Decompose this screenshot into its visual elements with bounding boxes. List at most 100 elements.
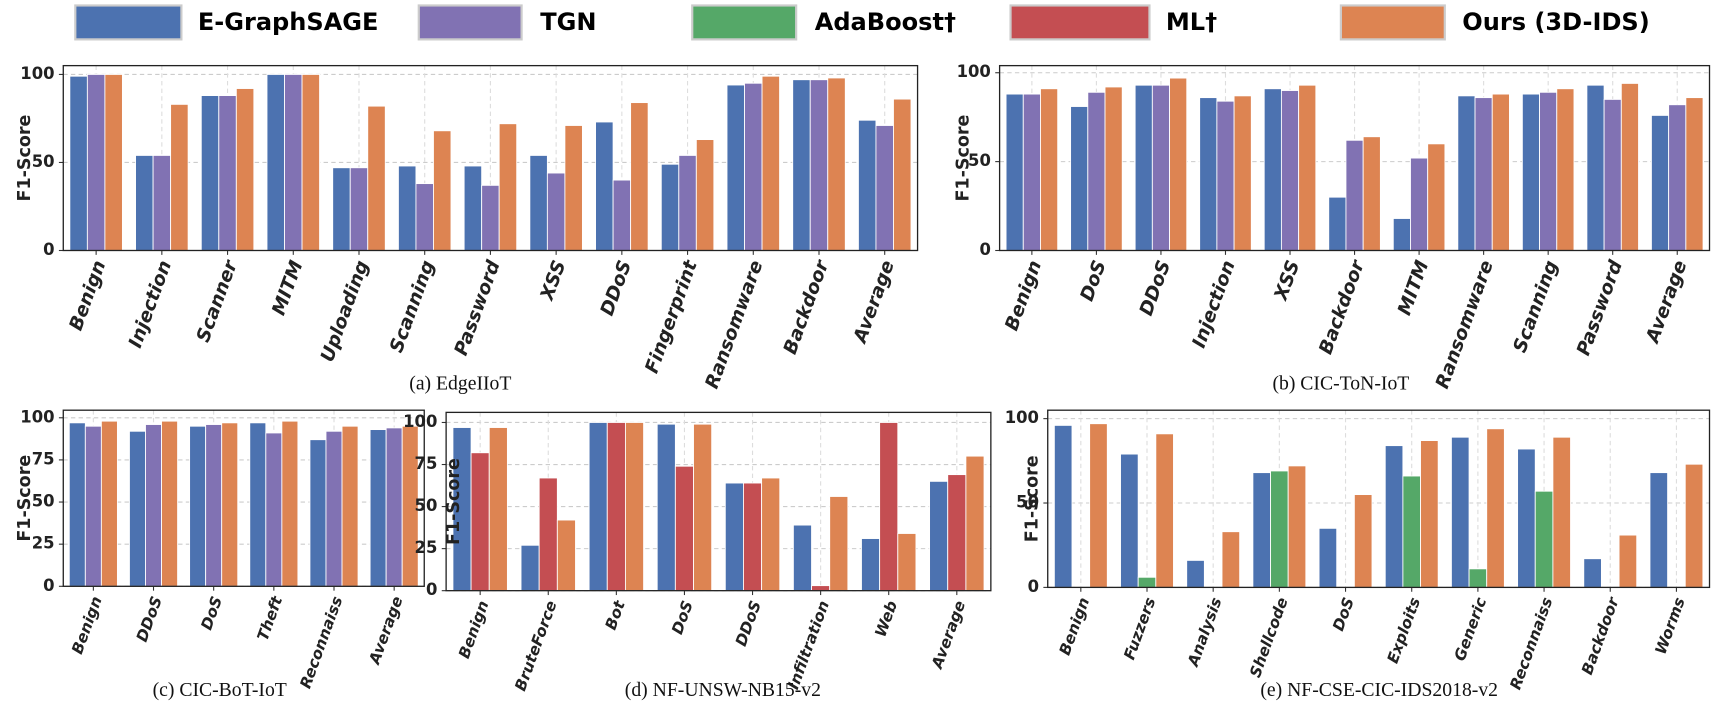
bar — [1486, 428, 1505, 588]
legend-swatch — [74, 4, 183, 41]
plot-frame — [1047, 409, 1711, 589]
bar — [86, 73, 106, 251]
bar — [1384, 445, 1404, 588]
bar — [1620, 82, 1639, 251]
x-tick-label: Average — [849, 258, 899, 348]
bar — [218, 95, 237, 251]
bar — [281, 420, 299, 587]
bar — [1556, 88, 1575, 251]
x-tick-label: Ransomware — [1432, 258, 1498, 392]
x-tick-label: Benign — [1001, 258, 1046, 334]
bar — [1552, 436, 1571, 588]
bar — [724, 482, 744, 592]
bar — [235, 88, 255, 251]
bar — [349, 167, 369, 251]
x-tick-label: DoS — [668, 598, 697, 636]
bar — [893, 98, 912, 251]
plot-frame — [445, 411, 992, 592]
x-tick-label: DDoS — [597, 258, 636, 319]
bar — [1005, 93, 1024, 251]
x-tick-label: Injection — [1189, 258, 1240, 351]
bar — [809, 79, 829, 251]
bar — [965, 455, 985, 592]
bar — [1328, 196, 1347, 251]
legend-label: ML† — [1166, 8, 1217, 36]
legend-label: Ours (3D-IDS) — [1462, 8, 1649, 36]
bar — [829, 496, 849, 592]
bar — [470, 452, 490, 592]
bar — [1263, 88, 1282, 251]
y-tick-label: 25 — [415, 538, 438, 557]
x-tick-label: XSS — [536, 258, 570, 304]
bar — [1053, 424, 1073, 588]
x-tick-label: Reconnaiss — [1507, 595, 1557, 692]
bar — [1491, 93, 1510, 251]
bar — [84, 425, 102, 587]
x-tick-label: Scanning — [386, 258, 439, 356]
y-tick-label: 100 — [20, 407, 54, 426]
bar — [1287, 465, 1307, 588]
x-tick-label: Fingerprint — [642, 257, 703, 376]
x-tick-label: Bot — [602, 598, 629, 633]
bar — [546, 172, 566, 251]
bar — [1070, 106, 1089, 251]
bar — [161, 420, 179, 587]
y-tick-label: 0 — [43, 576, 54, 595]
legend-label: E-GraphSAGE — [198, 8, 379, 36]
y-tick-label: 0 — [1028, 577, 1039, 596]
x-tick-label: MITM — [268, 257, 307, 318]
bar — [367, 105, 386, 251]
bar — [69, 75, 88, 251]
bar — [1539, 91, 1558, 251]
bar — [726, 84, 745, 251]
legend-label: TGN — [540, 8, 596, 36]
bar — [332, 167, 351, 251]
bar — [266, 73, 285, 251]
bar — [695, 139, 715, 251]
x-tick-label: Analysis — [1184, 595, 1226, 670]
bar — [929, 480, 949, 592]
bar — [1410, 157, 1429, 251]
y-tick-label: 0 — [43, 240, 54, 259]
bar — [624, 422, 645, 592]
bar — [857, 119, 877, 251]
y-tick-label: 75 — [415, 454, 438, 473]
y-tick-label: 50 — [415, 496, 438, 515]
bar — [1233, 95, 1252, 251]
bar — [811, 585, 831, 592]
bar — [520, 544, 540, 592]
bar — [129, 430, 146, 587]
bar — [284, 73, 303, 251]
y-tick-label: 0 — [426, 580, 437, 599]
bar — [1169, 77, 1188, 251]
x-tick-label: Average — [928, 598, 969, 671]
x-tick-label: Backdoor — [1578, 594, 1623, 677]
y-axis-label: F1-Score — [444, 458, 464, 545]
bar — [1650, 114, 1670, 251]
bar — [170, 103, 189, 251]
x-tick-label: Ransomware — [702, 258, 768, 392]
bar — [1353, 494, 1373, 588]
bar — [1427, 143, 1446, 251]
bar — [1186, 559, 1205, 588]
bar — [606, 422, 626, 592]
x-tick-label: Web — [871, 598, 901, 639]
bar — [1586, 84, 1605, 251]
bar — [1318, 527, 1338, 588]
x-tick-label: Reconnaiss — [296, 594, 346, 691]
y-tick-label: 100 — [1005, 408, 1039, 427]
bar — [538, 477, 558, 592]
x-tick-label: XSS — [1270, 258, 1304, 304]
x-tick-label: Theft — [254, 593, 287, 643]
bar — [1280, 90, 1300, 251]
bar — [1345, 139, 1364, 251]
x-tick-label: Benign — [66, 258, 111, 334]
bar — [1270, 470, 1289, 588]
y-tick-label: 75 — [32, 449, 55, 468]
bar — [1104, 86, 1123, 251]
x-tick-label: Fuzzers — [1120, 595, 1159, 662]
bar — [1022, 93, 1041, 251]
bar — [301, 73, 320, 251]
y-axis-label: F1-Score — [954, 114, 974, 201]
